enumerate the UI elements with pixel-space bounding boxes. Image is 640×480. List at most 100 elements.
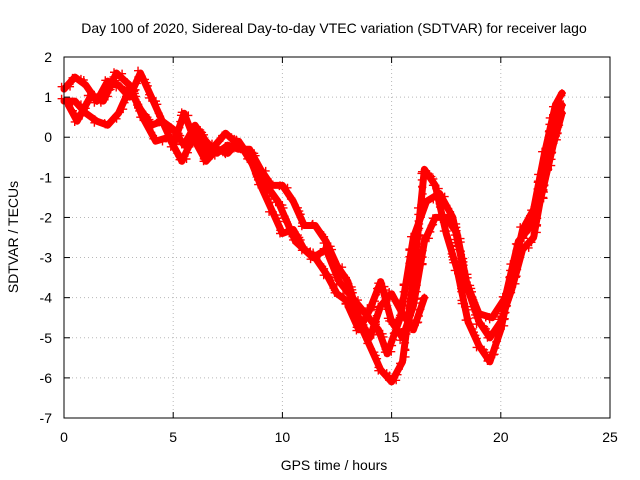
data-point-marker: [405, 245, 414, 254]
data-point-marker: [412, 267, 421, 276]
data-point-marker: [184, 111, 193, 120]
data-point-marker: [527, 235, 536, 244]
data-point-marker: [112, 83, 121, 92]
x-tick-label: 25: [602, 429, 618, 445]
data-point-marker: [545, 138, 554, 147]
data-point-marker: [221, 150, 230, 159]
data-point-marker: [557, 89, 566, 98]
data-point-marker: [501, 308, 510, 317]
data-point-marker: [461, 284, 470, 293]
data-point-marker: [359, 320, 368, 329]
data-point-marker: [236, 145, 245, 154]
data-point-marker: [373, 354, 382, 363]
data-point-marker: [79, 105, 88, 114]
data-point-marker: [492, 337, 501, 346]
data-point-marker: [491, 344, 500, 353]
y-tick-label: 1: [44, 89, 52, 105]
data-point-marker: [471, 313, 480, 322]
data-point-marker: [457, 287, 466, 296]
data-point-marker: [120, 98, 129, 107]
data-point-marker: [199, 157, 208, 166]
y-tick-label: -6: [40, 370, 53, 386]
data-point-marker: [393, 370, 402, 379]
data-point-marker: [162, 134, 171, 143]
data-point-marker: [417, 167, 426, 176]
y-tick-label: -2: [40, 209, 53, 225]
data-point-marker: [456, 238, 465, 247]
data-point-marker: [433, 189, 442, 198]
series-track-d: [341, 101, 566, 345]
data-point-marker: [101, 120, 110, 129]
data-point-marker: [185, 142, 194, 151]
data-point-marker: [411, 238, 420, 247]
data-point-marker: [254, 170, 263, 179]
data-point-marker: [414, 226, 423, 235]
data-point-marker: [243, 147, 252, 156]
data-point-marker: [402, 329, 411, 338]
data-point-marker: [457, 257, 466, 266]
data-point-marker: [296, 210, 305, 219]
data-point-marker: [424, 234, 433, 243]
data-point-marker: [403, 323, 412, 332]
data-point-marker: [485, 315, 494, 324]
data-point-marker: [539, 179, 548, 188]
data-point-marker: [132, 79, 141, 88]
data-point-marker: [514, 251, 523, 260]
data-point-marker: [112, 111, 121, 120]
data-point-marker: [96, 98, 105, 107]
x-axis-label: GPS time / hours: [281, 457, 388, 473]
data-point-marker: [457, 266, 466, 275]
x-tick-label: 20: [493, 429, 509, 445]
data-point-marker: [418, 201, 427, 210]
data-point-marker: [506, 260, 515, 269]
data-point-marker: [463, 305, 472, 314]
data-point-marker: [435, 203, 444, 212]
data-point-marker: [519, 234, 528, 243]
data-point-marker: [470, 302, 479, 311]
data-point-marker: [414, 318, 423, 327]
data-point-marker: [404, 317, 413, 326]
data-point-marker: [503, 301, 512, 310]
data-point-marker: [472, 320, 481, 329]
x-tick-label: 0: [60, 429, 68, 445]
data-point-marker: [549, 127, 557, 136]
data-point-marker: [426, 227, 435, 236]
data-point-marker: [119, 105, 128, 114]
x-tick-label: 15: [384, 429, 400, 445]
data-point-marker: [131, 92, 140, 101]
data-point-marker: [429, 195, 438, 204]
data-point-marker: [271, 198, 280, 207]
data-point-marker: [545, 113, 554, 122]
data-point-marker: [482, 348, 491, 357]
data-point-marker: [183, 148, 192, 157]
data-point-marker: [210, 151, 219, 160]
data-point-marker: [463, 273, 472, 282]
data-point-marker: [155, 115, 164, 124]
data-point-marker: [428, 214, 437, 223]
data-point-marker: [418, 240, 427, 249]
data-point-marker: [332, 280, 341, 289]
data-point-marker: [235, 143, 244, 152]
data-point-marker: [374, 366, 383, 375]
data-point-marker: [516, 243, 525, 252]
data-point-marker: [352, 326, 361, 335]
data-point-marker: [415, 219, 424, 228]
data-point-marker: [393, 315, 402, 324]
data-point-marker: [381, 286, 390, 295]
data-point-marker: [329, 262, 338, 271]
data-point-marker: [330, 288, 339, 297]
data-point-marker: [363, 339, 372, 348]
data-point-marker: [175, 155, 184, 164]
data-point-marker: [171, 140, 180, 149]
data-point-marker: [399, 280, 408, 289]
data-point-marker: [306, 255, 315, 264]
y-tick-label: 0: [44, 129, 52, 145]
data-point-marker: [345, 293, 354, 302]
data-point-marker: [61, 98, 70, 107]
data-point-marker: [143, 81, 152, 90]
data-point-marker: [372, 290, 381, 299]
data-point-marker: [428, 181, 437, 190]
data-point-marker: [265, 199, 274, 208]
data-point-marker: [182, 155, 191, 164]
data-point-marker: [394, 365, 403, 374]
